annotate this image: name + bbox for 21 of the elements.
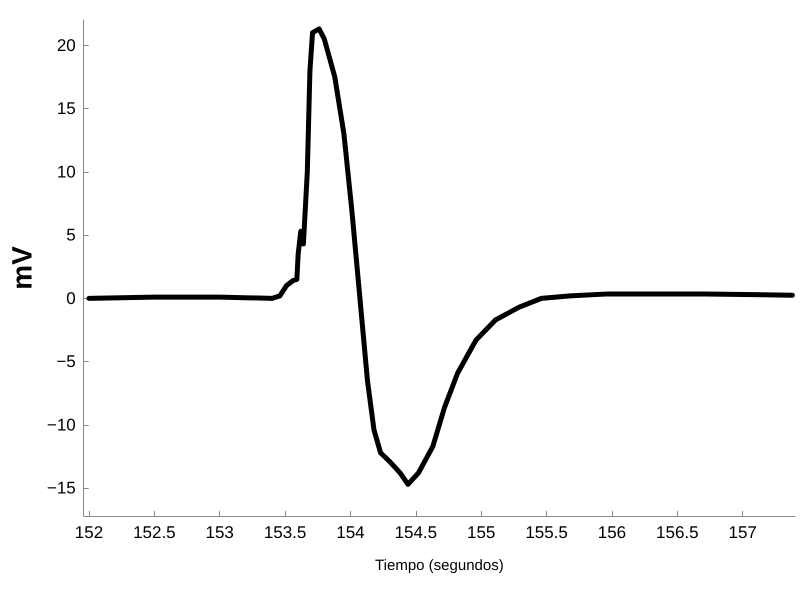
y-tick-label: 5 (66, 226, 76, 245)
x-tick-label: 156 (598, 523, 626, 542)
x-tick-label: 154 (336, 523, 365, 542)
x-tick-label: 156.5 (656, 523, 699, 542)
y-tick-label: −15 (46, 478, 76, 498)
y-tick-label: 15 (56, 99, 76, 118)
x-tick-label: 155 (467, 523, 496, 542)
y-axis-title: mV (6, 246, 38, 290)
y-tick-label: 10 (56, 162, 76, 182)
x-tick-label: 152.5 (133, 523, 176, 542)
x-tick-label: 154.5 (394, 523, 438, 542)
x-tick-label: 152 (74, 523, 104, 542)
x-tick-label: 153 (206, 523, 234, 542)
y-tick-label: −10 (46, 415, 76, 434)
x-tick-label: 153.5 (264, 523, 306, 542)
y-tick-label: 0 (66, 288, 76, 308)
y-tick-label: −5 (56, 352, 76, 372)
x-axis-title: Tiempo (segundos) (375, 557, 504, 574)
y-tick-label: 20 (56, 36, 76, 55)
x-tick-label: 157 (728, 523, 757, 542)
x-tick-label: 155.5 (525, 523, 568, 542)
